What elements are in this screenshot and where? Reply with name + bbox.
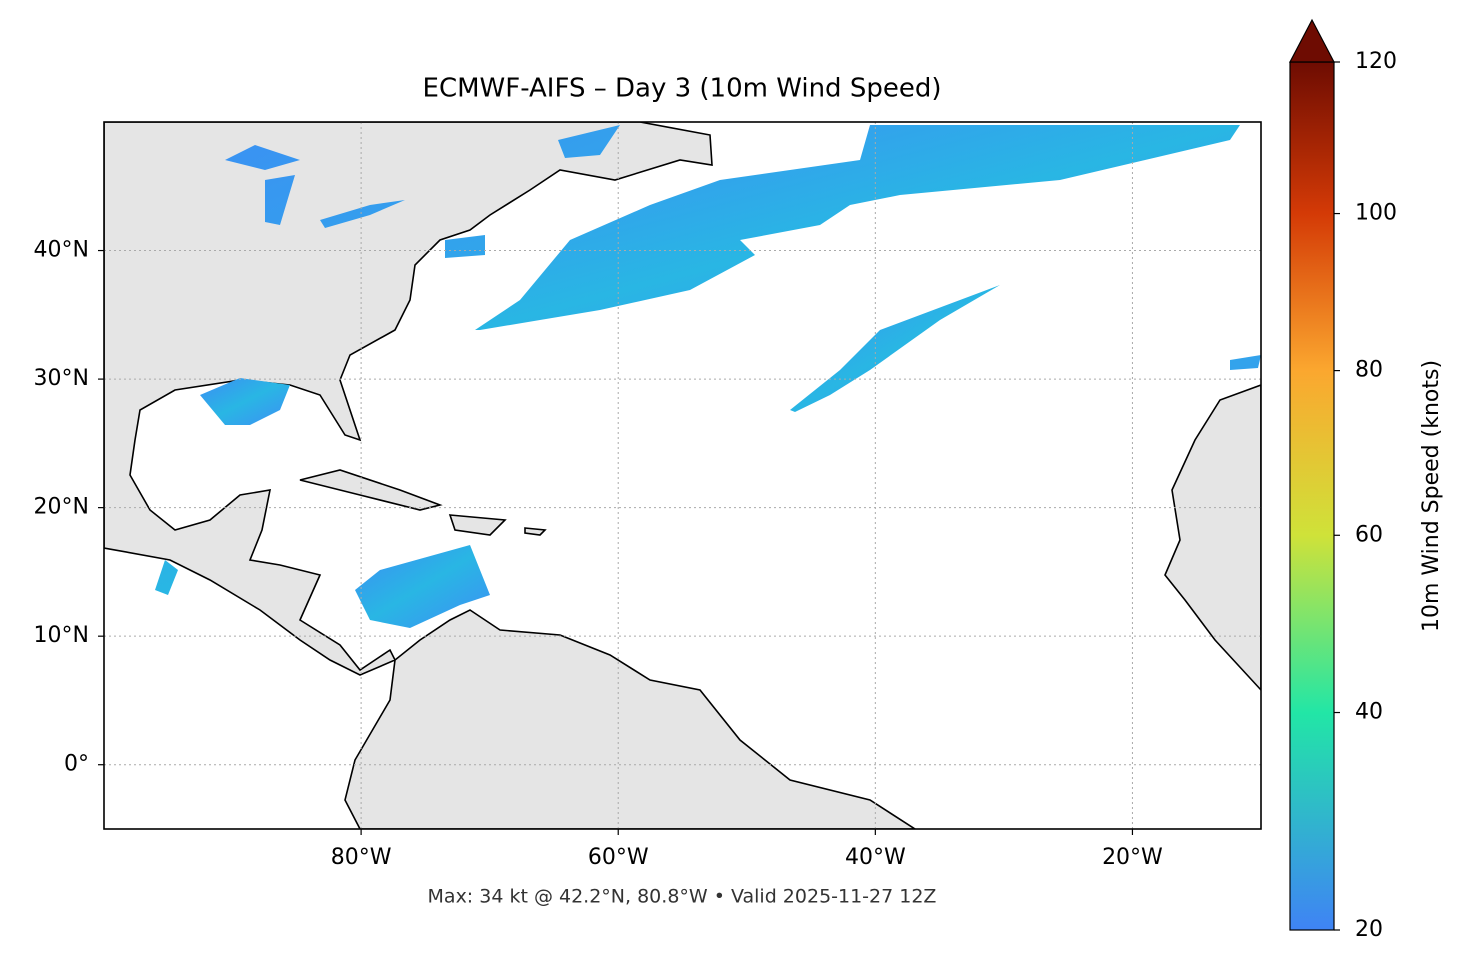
y-tick-label: 30°N: [34, 366, 89, 391]
colorbar-tick-label: 80: [1355, 358, 1383, 383]
hispaniola: [448, 514, 507, 536]
wind-area: [355, 545, 490, 628]
wind-area: [475, 125, 1240, 330]
colorbar-tick-label: 20: [1355, 917, 1383, 942]
x-tick-label: 40°W: [845, 845, 906, 870]
cuba: [299, 469, 443, 511]
y-tick-label: 20°N: [34, 495, 89, 520]
x-tick-label: 20°W: [1102, 845, 1163, 870]
colorbar: [1289, 61, 1335, 931]
map: [104, 122, 1261, 829]
puerto-rico: [524, 527, 547, 536]
africa: [1164, 384, 1261, 692]
colorbar-tick-label: 60: [1355, 522, 1383, 547]
south-america: [344, 609, 917, 829]
north-america: [104, 122, 713, 676]
x-tick-label: 60°W: [588, 845, 649, 870]
map-title: ECMWF-AIFS – Day 3 (10m Wind Speed): [423, 74, 942, 104]
wind-area: [790, 285, 1000, 412]
colorbar-tick-label: 100: [1355, 201, 1397, 226]
y-tick-label: 0°: [64, 752, 89, 777]
x-tick-label: 80°W: [331, 845, 392, 870]
colorbar-extend: [1289, 18, 1335, 63]
footer-note: Max: 34 kt @ 42.2°N, 80.8°W • Valid 2025…: [428, 886, 937, 908]
map-frame: [103, 121, 1262, 830]
y-tick-label: 10°N: [34, 623, 89, 648]
y-tick-label: 40°N: [34, 238, 89, 263]
colorbar-tick-label: 120: [1355, 49, 1397, 74]
colorbar-label: 10m Wind Speed (knots): [1419, 360, 1444, 632]
colorbar-tick-label: 40: [1355, 700, 1383, 725]
wind-area: [200, 378, 290, 425]
